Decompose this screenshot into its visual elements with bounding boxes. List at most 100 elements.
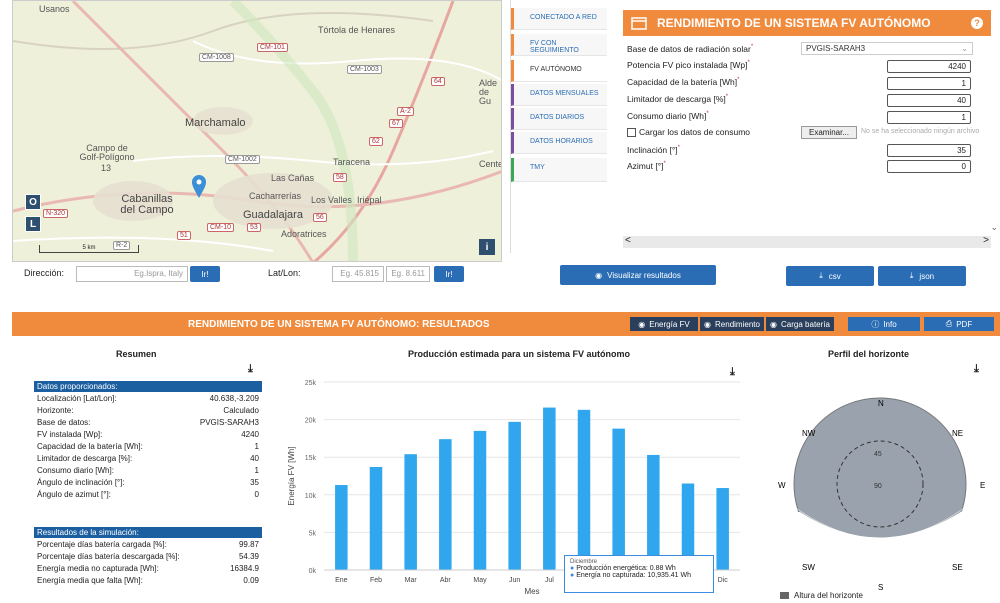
x-tick-label: Dic bbox=[718, 577, 729, 584]
battery-input[interactable]: 1 bbox=[887, 77, 971, 90]
bar bbox=[612, 428, 625, 570]
scroll-down-icon[interactable]: ⌄ bbox=[990, 222, 998, 232]
map[interactable]: Usanos Tórtola de Henares Marchamalo Cam… bbox=[12, 0, 502, 262]
summary-key: Localización [Lat/Lon]: bbox=[37, 394, 117, 403]
bar bbox=[439, 439, 452, 570]
dir-nw: NW bbox=[802, 429, 816, 438]
summary-row: Ángulo de inclinación [°]: 35 bbox=[34, 477, 262, 489]
browse-button[interactable]: Examinar... bbox=[801, 126, 857, 139]
location-marker-icon[interactable] bbox=[191, 175, 207, 199]
bar bbox=[577, 409, 591, 570]
csv-button[interactable]: ⤓ csv bbox=[786, 266, 874, 286]
eye-icon: ◉ bbox=[595, 270, 603, 280]
map-info-button[interactable]: i bbox=[479, 239, 495, 255]
dir-s: S bbox=[878, 583, 883, 592]
lon-input[interactable]: Eg. 8.611 bbox=[386, 266, 430, 282]
map-orthophoto-button[interactable]: O bbox=[25, 194, 41, 210]
summary-value: 40 bbox=[250, 454, 259, 463]
scroll-right-icon[interactable]: > bbox=[983, 235, 989, 246]
address-label: Dirección: bbox=[24, 268, 65, 278]
x-axis-title: Mes bbox=[524, 587, 539, 596]
x-tick-label: Ene bbox=[335, 577, 348, 584]
x-tick-label: May bbox=[473, 577, 487, 584]
dir-e: E bbox=[980, 481, 985, 490]
scroll-left-icon[interactable]: < bbox=[625, 235, 631, 246]
discharge-input[interactable]: 40 bbox=[887, 94, 971, 107]
pv-input[interactable]: 4240 bbox=[887, 60, 971, 73]
summary-key: Horizonte: bbox=[37, 406, 74, 415]
horizon-chart: 45 90 N NE E SE S SW W NW bbox=[778, 397, 985, 592]
horizontal-scrollbar[interactable]: < > bbox=[623, 235, 991, 248]
view-results-button[interactable]: ◉ Visualizar resultados bbox=[560, 265, 716, 285]
azimuth-label: Azimut [°]* bbox=[627, 161, 666, 171]
y-tick-label: 5k bbox=[309, 530, 317, 537]
download-icon: ⤓ bbox=[909, 271, 914, 280]
tab-monthly-data[interactable]: DATOS MENSUALES bbox=[511, 84, 607, 106]
summary-row: Energía media no capturada [Wh]: 16384.9 bbox=[34, 563, 262, 575]
summary-download-icon[interactable]: ⤓ bbox=[248, 363, 253, 375]
horizon-download-icon[interactable]: ⤓ bbox=[974, 363, 979, 375]
tab-off-grid[interactable]: FV AUTÓNOMO bbox=[511, 60, 607, 82]
dir-n: N bbox=[878, 399, 884, 408]
help-icon[interactable]: ? bbox=[971, 17, 983, 29]
db-select[interactable]: PVGIS-SARAH3 ⌄ bbox=[801, 42, 973, 55]
pdf-button[interactable]: ⎙ PDF bbox=[924, 317, 994, 331]
summary-key: Ángulo de inclinación [°]: bbox=[37, 478, 125, 487]
pv-label: Potencia FV pico instalada [Wp]* bbox=[627, 60, 750, 70]
tab-tmy[interactable]: TMY bbox=[511, 158, 607, 182]
db-label: Base de datos de radiación solar* bbox=[627, 44, 754, 54]
summary-row: Porcentaje días batería cargada [%]: 99.8… bbox=[34, 539, 262, 551]
summary-key: Capacidad de la batería [Wh]: bbox=[37, 442, 143, 451]
address-input[interactable]: Eg.Ispra, Italy bbox=[76, 266, 188, 282]
road-label: CM-1002 bbox=[225, 155, 260, 164]
summary-value: 0.09 bbox=[243, 576, 259, 585]
calendar-icon bbox=[631, 17, 647, 30]
battery-label: Capacidad de la batería [Wh]* bbox=[627, 77, 740, 87]
tooltip-line: ● Energía no capturada: 10,935.41 Wh bbox=[570, 572, 691, 579]
summary-row: Localización [Lat/Lon]: 40.638,-3.209 bbox=[34, 393, 262, 405]
tab-tracking[interactable]: FV CON SEGUIMIENTO bbox=[511, 34, 607, 56]
bar bbox=[681, 483, 695, 570]
tab-grid-connected[interactable]: CONECTADO A RED bbox=[511, 8, 607, 30]
road-label: 56 bbox=[313, 213, 327, 222]
map-layers-button[interactable]: L bbox=[25, 216, 41, 232]
summary-row: Consumo diario [Wh]: 1 bbox=[34, 465, 262, 477]
summary-row: Ángulo de azimut [°]: 0 bbox=[34, 489, 262, 501]
azimuth-input[interactable]: 0 bbox=[887, 160, 971, 173]
consumption-label: Consumo diario [Wh]* bbox=[627, 111, 709, 121]
map-place: Alde de Gu bbox=[479, 78, 498, 106]
summary-row: Energía media que falta [Wh]: 0.09 bbox=[34, 575, 262, 587]
json-button[interactable]: ⤓ json bbox=[878, 266, 966, 286]
tab-performance[interactable]: ◉ Rendimiento bbox=[700, 317, 764, 331]
inclination-input[interactable]: 35 bbox=[887, 144, 971, 157]
road-label: R-2 bbox=[113, 241, 131, 250]
latlon-go-button[interactable]: Ir! bbox=[434, 266, 464, 282]
map-place: Adoratrices bbox=[281, 229, 327, 239]
info-button[interactable]: ⓘ Info bbox=[848, 317, 920, 331]
form-title: RENDIMIENTO DE UN SISTEMA FV AUTÓNOMO bbox=[657, 16, 931, 30]
summary-value: 4240 bbox=[241, 430, 259, 439]
lat-input[interactable]: Eg. 45.815 bbox=[332, 266, 384, 282]
map-place: Taracena bbox=[333, 157, 371, 167]
chart-download-icon[interactable]: ⤓ bbox=[730, 366, 735, 378]
road-label: A-2 bbox=[397, 107, 414, 116]
consumption-input[interactable]: 1 bbox=[887, 111, 971, 124]
load-consumption-checkbox[interactable] bbox=[627, 128, 636, 137]
tab-hourly-data[interactable]: DATOS HORARIOS bbox=[511, 132, 607, 154]
tab-daily-data[interactable]: DATOS DIARIOS bbox=[511, 108, 607, 130]
x-tick-label: Jul bbox=[545, 577, 554, 584]
tab-battery-charge[interactable]: ◉ Carga batería bbox=[766, 317, 834, 331]
summary-value: 99.87 bbox=[238, 540, 259, 549]
summary-value: 16384.9 bbox=[230, 564, 259, 573]
y-tick-label: 25k bbox=[305, 380, 317, 387]
summary-value: 35 bbox=[250, 478, 259, 487]
tab-pv-energy[interactable]: ◉ Energía FV bbox=[630, 317, 698, 331]
ring-label: 90 bbox=[874, 483, 882, 490]
y-tick-label: 15k bbox=[305, 455, 317, 462]
road-label: 53 bbox=[247, 223, 261, 232]
print-icon: ⎙ bbox=[945, 319, 953, 328]
x-tick-label: Abr bbox=[440, 577, 452, 584]
bar bbox=[335, 485, 348, 570]
map-place: 13 bbox=[101, 163, 112, 173]
address-go-button[interactable]: Ir! bbox=[190, 266, 220, 282]
